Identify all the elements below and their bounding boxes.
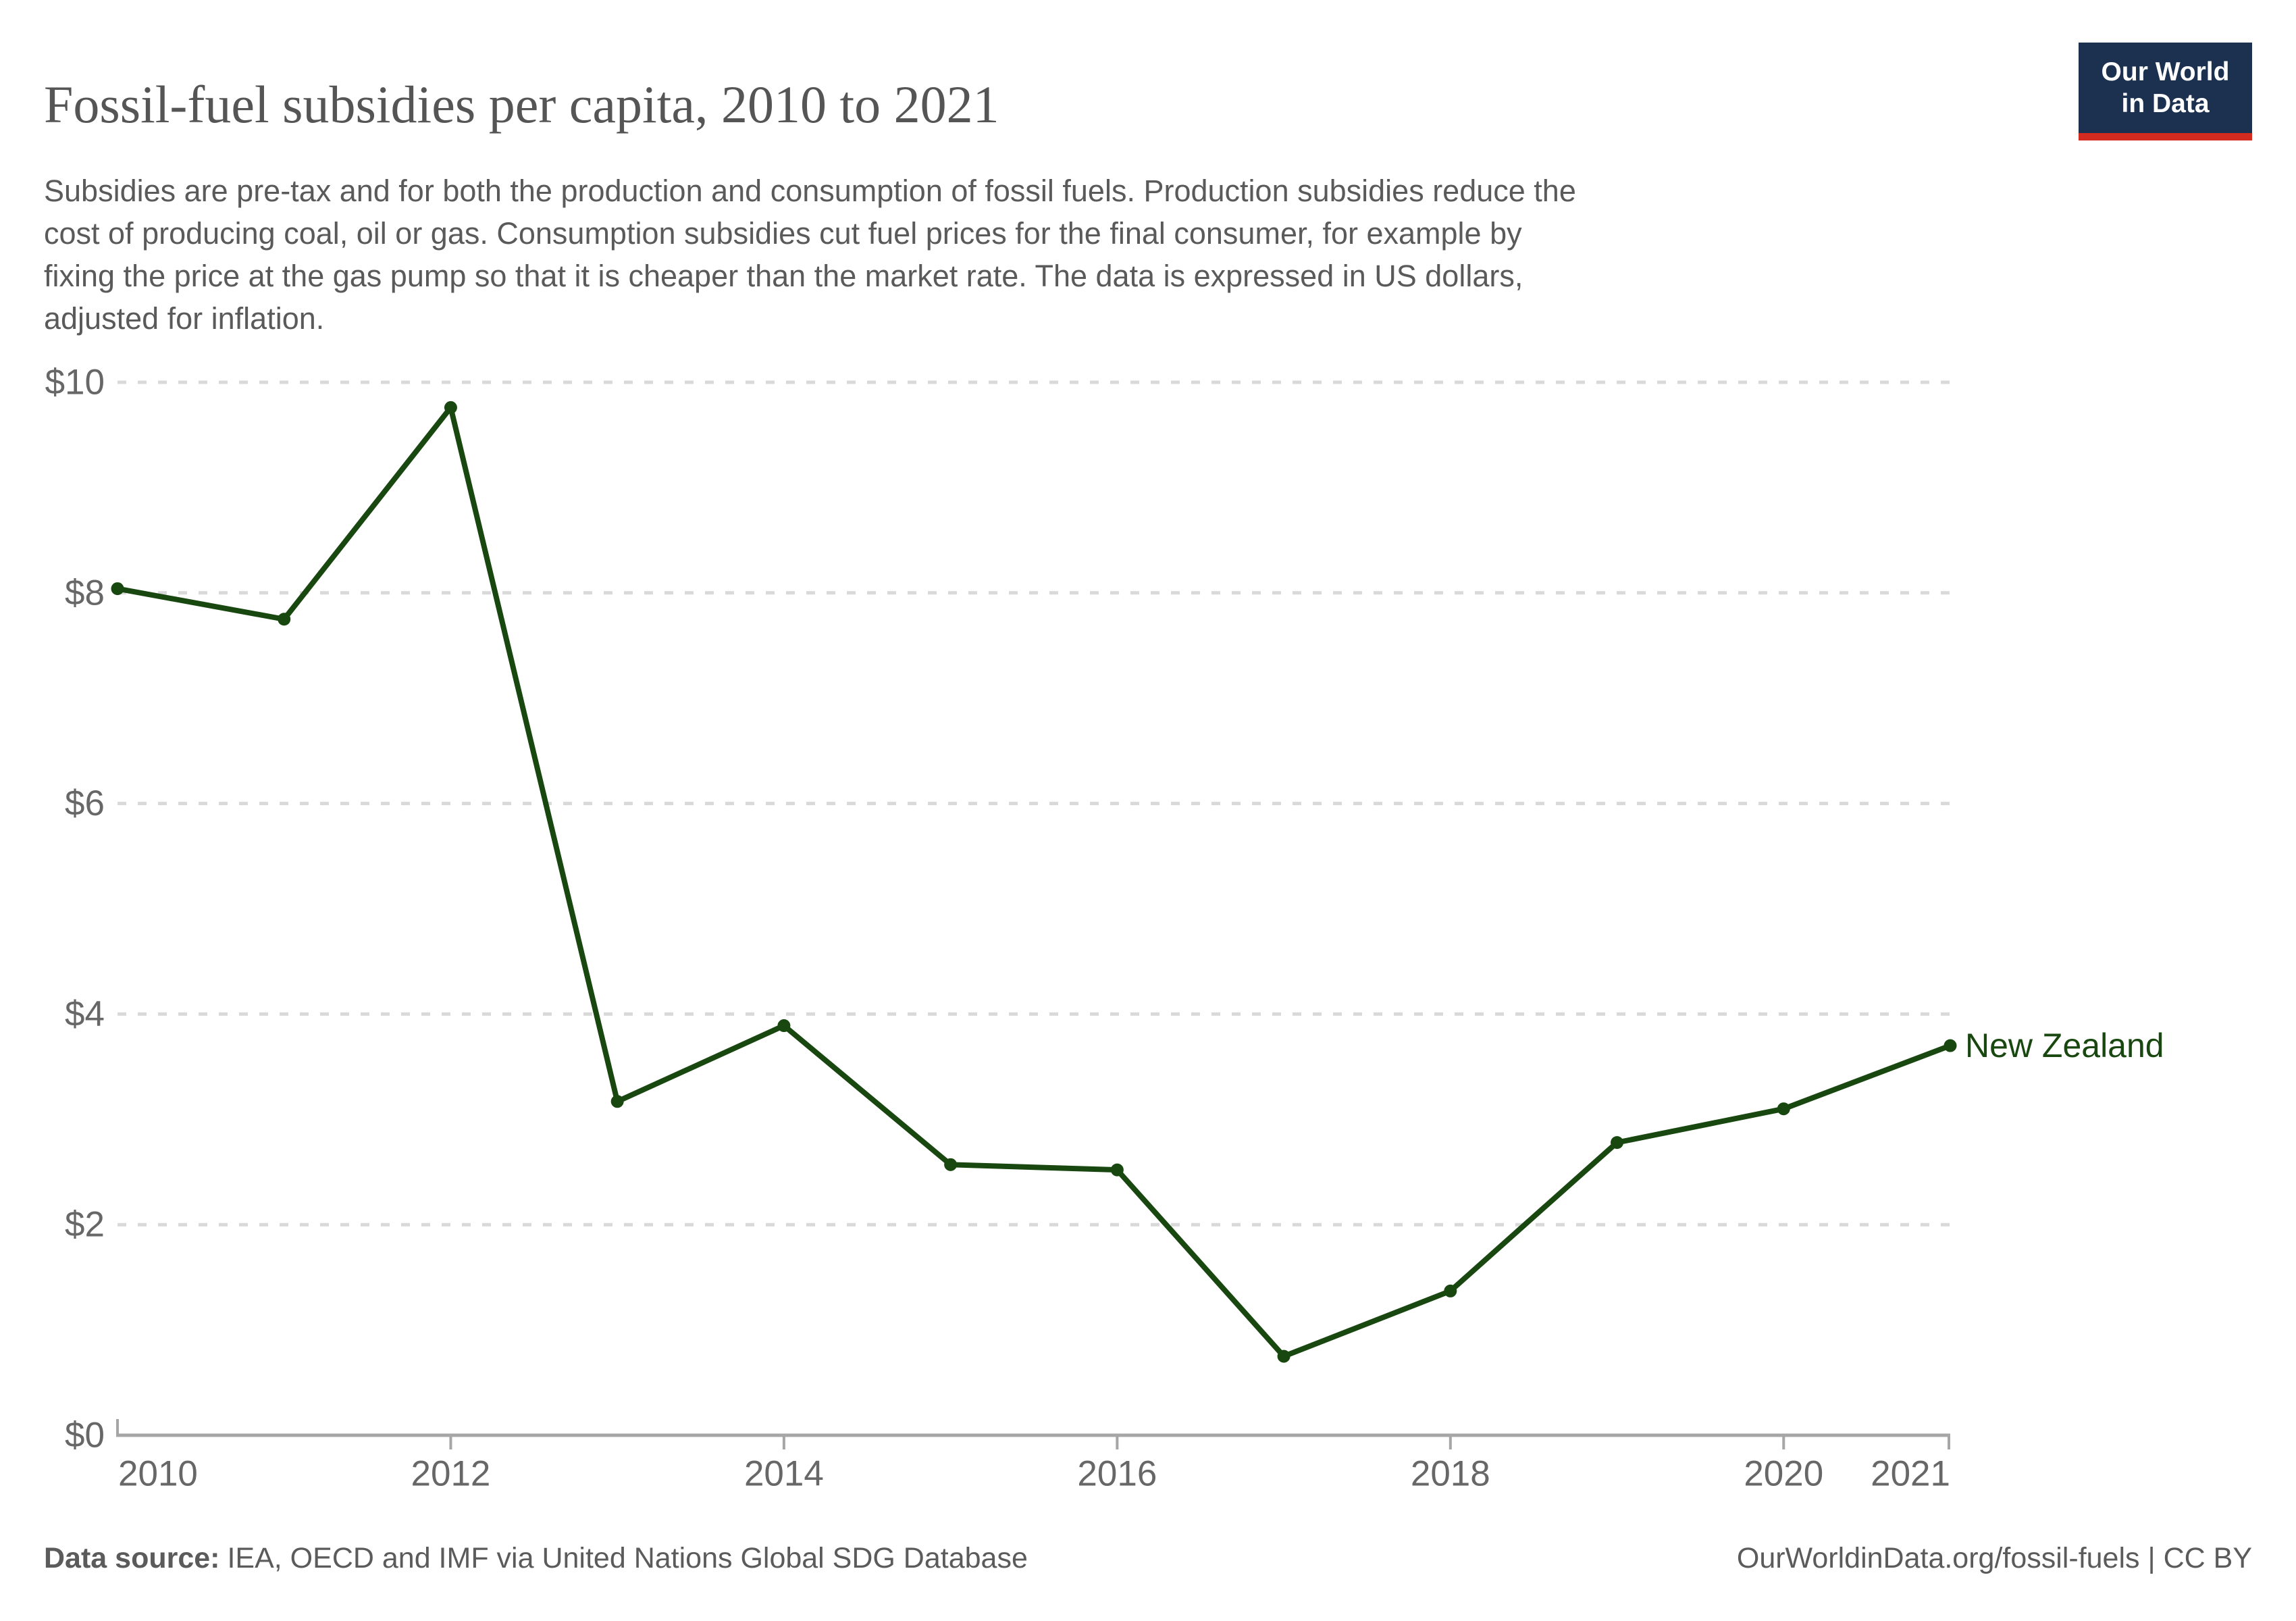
data-point (1277, 1349, 1290, 1363)
data-point (1110, 1163, 1124, 1177)
data-point (111, 582, 124, 596)
x-tick-label: 2016 (1077, 1454, 1157, 1494)
x-tick-label: 2010 (118, 1454, 198, 1494)
data-point (777, 1019, 791, 1033)
owid-logo-text-line2: in Data (2121, 89, 2210, 118)
y-tick-label: $4 (65, 994, 105, 1034)
y-tick-label: $6 (65, 783, 105, 823)
x-tick-label: 2020 (1744, 1454, 1823, 1494)
chart-title: Fossil-fuel subsidies per capita, 2010 t… (44, 75, 999, 134)
y-tick-label: $0 (65, 1416, 105, 1456)
x-tick-label: 2014 (744, 1454, 824, 1494)
chart-subtitle: Subsidies are pre-tax and for both the p… (44, 174, 1576, 336)
data-point (610, 1095, 624, 1108)
owid-logo-box: Our World in Data (2079, 43, 2252, 133)
owid-logo: Our World in Data (2079, 43, 2252, 140)
x-tick-label: 2012 (411, 1454, 491, 1494)
data-source-label: Data source: (44, 1542, 220, 1574)
y-tick-label: $8 (65, 573, 105, 613)
footer-data-source: Data source: IEA, OECD and IMF via United… (44, 1542, 1028, 1575)
x-tick-label: 2021 (1871, 1454, 1950, 1494)
data-source-text: IEA, OECD and IMF via United Nations Glo… (227, 1542, 1028, 1574)
data-point (278, 613, 291, 626)
data-point (1943, 1039, 1957, 1052)
owid-logo-red-bar (2079, 133, 2252, 140)
series-line (115, 401, 1953, 1360)
y-tick-label: $10 (45, 363, 105, 403)
footer-attribution: OurWorldinData.org/fossil-fuels | CC BY (1736, 1542, 2252, 1574)
entity-label: New Zealand (1965, 1027, 2164, 1064)
x-tick-label: 2018 (1411, 1454, 1490, 1494)
data-point (944, 1158, 958, 1171)
data-point (1777, 1102, 1790, 1116)
y-tick-label: $2 (65, 1205, 105, 1245)
owid-logo-text-line1: Our World (2101, 57, 2230, 86)
data-point (444, 401, 457, 414)
data-point (1611, 1136, 1624, 1150)
data-point (1444, 1284, 1457, 1297)
